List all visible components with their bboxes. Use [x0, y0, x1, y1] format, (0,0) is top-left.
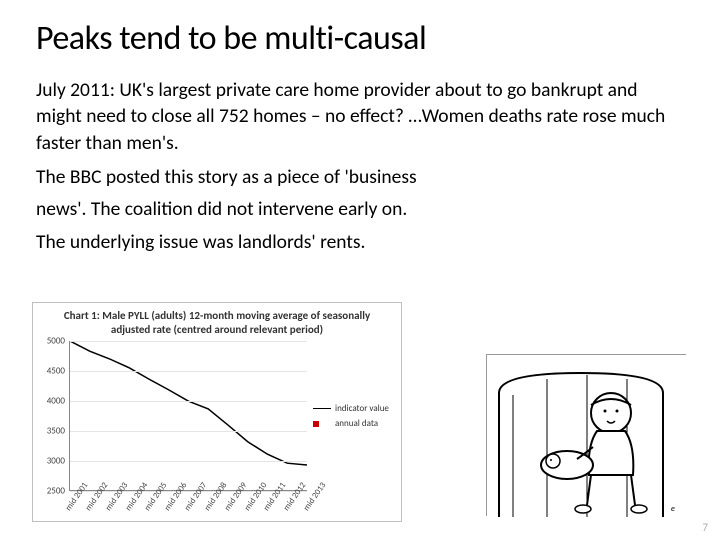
grid-line	[70, 461, 307, 462]
grid-line	[70, 401, 307, 402]
y-tick-label: 2500	[47, 485, 65, 496]
y-tick-label: 3500	[47, 425, 65, 436]
y-tick-label: 3000	[47, 455, 65, 466]
legend-item-indicator: indicator value	[313, 403, 397, 414]
chart-y-axis: 250030003500400045005000	[35, 341, 65, 491]
y-tick-label: 4500	[47, 365, 65, 376]
slide-title: Peaks tend to be multi-causal	[36, 18, 684, 59]
paragraph-2: The BBC posted this story as a piece of …	[36, 164, 684, 190]
paragraph-3: news'. The coalition did not intervene e…	[36, 196, 684, 222]
grid-line	[70, 341, 307, 342]
page-number: 7	[702, 521, 708, 534]
svg-text:e: e	[671, 504, 675, 514]
legend-dot-icon	[313, 421, 319, 427]
chart-series-line	[70, 341, 307, 465]
paragraph-4: The underlying issue was landlords' rent…	[36, 229, 684, 255]
chart-container: Chart 1: Male PYLL (adults) 12-month mov…	[32, 302, 402, 522]
legend-line-icon	[313, 408, 331, 409]
grid-line	[70, 371, 307, 372]
legend-item-annual: annual data	[313, 418, 397, 429]
y-tick-label: 4000	[47, 395, 65, 406]
chart-legend: indicator value annual data	[313, 403, 397, 433]
legend-label-2: annual data	[335, 418, 378, 429]
chart-plot-area: 250030003500400045005000	[69, 341, 307, 491]
paragraph-1: July 2011: UK's largest private care hom…	[36, 77, 684, 156]
cartoon-svg: e	[487, 355, 687, 517]
legend-label-1: indicator value	[335, 403, 389, 414]
y-tick-label: 5000	[47, 335, 65, 346]
chart-x-axis: mid 2001mid 2002mid 2003mid 2004mid 2005…	[69, 489, 307, 519]
chart-line-svg	[70, 341, 307, 490]
chart-plot	[69, 341, 307, 491]
illustration-cartoon: e	[486, 354, 686, 516]
chart-title: Chart 1: Male PYLL (adults) 12-month mov…	[33, 303, 401, 341]
grid-line	[70, 431, 307, 432]
